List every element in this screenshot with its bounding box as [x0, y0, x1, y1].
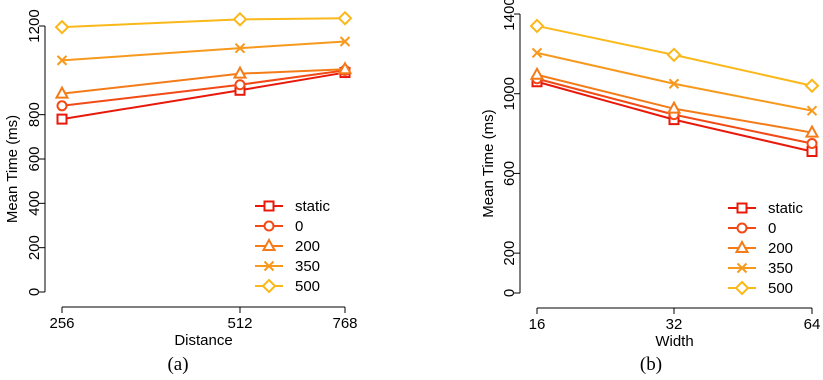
legend-label: static — [295, 198, 331, 215]
data-point — [54, 19, 70, 35]
series-line — [61, 71, 346, 121]
y-tick-label: 400 — [26, 191, 43, 216]
data-point — [56, 100, 68, 112]
legend-label: static — [768, 200, 804, 217]
legend-marker — [261, 237, 277, 251]
legend-marker — [734, 239, 750, 253]
data-point — [806, 138, 818, 150]
x-tick-label: 256 — [49, 315, 74, 332]
data-point — [234, 42, 246, 54]
legend-marker — [736, 262, 748, 274]
data-point — [337, 10, 353, 26]
legend-marker — [263, 220, 275, 232]
legend-marker — [736, 202, 748, 214]
y-tick-label: 200 — [26, 235, 43, 260]
data-point — [54, 85, 70, 99]
legend-label: 200 — [295, 238, 320, 255]
x-axis-label: Width — [655, 333, 693, 350]
panel-caption: (b) — [640, 354, 662, 375]
data-point — [804, 78, 820, 94]
x-axis-label: Distance — [174, 332, 232, 349]
legend-marker — [734, 280, 750, 296]
y-tick-label: 800 — [26, 102, 43, 127]
data-point — [804, 124, 820, 138]
legend-label: 350 — [295, 258, 320, 275]
legend-marker — [263, 260, 275, 272]
x-tick-label: 768 — [332, 315, 357, 332]
legend-label: 0 — [768, 220, 776, 237]
data-point — [234, 79, 246, 91]
data-point — [232, 65, 248, 79]
data-point — [56, 55, 68, 66]
y-axis-label: Mean Time (ms) — [4, 115, 21, 223]
y-tick-label: 600 — [26, 146, 43, 171]
data-point — [232, 11, 248, 27]
legend-label: 350 — [768, 260, 793, 277]
legend-label: 500 — [768, 280, 793, 297]
legend-marker — [736, 222, 748, 234]
legend-marker — [261, 278, 277, 294]
data-point — [666, 100, 682, 114]
data-point — [529, 66, 545, 80]
data-point — [806, 105, 818, 116]
x-tick-label: 64 — [804, 316, 821, 333]
y-tick-label: 0 — [26, 288, 43, 296]
series-line — [61, 40, 346, 62]
legend-marker — [263, 200, 275, 212]
y-tick-label: 200 — [501, 241, 518, 266]
legend-label: 0 — [295, 218, 303, 235]
data-point — [56, 113, 68, 125]
chart-panel-a: 0 200 400 600 800 1200 256 512 768 Distance Mean T… — [4, 9, 358, 375]
data-point — [529, 18, 545, 34]
y-tick-label: 1400 — [501, 0, 518, 31]
legend-label: 500 — [295, 278, 320, 295]
y-tick-label: 1000 — [501, 77, 518, 110]
x-tick-label: 512 — [227, 315, 252, 332]
data-point — [339, 36, 351, 47]
panel-caption: (a) — [167, 354, 188, 375]
x-tick-label: 32 — [666, 316, 683, 333]
x-tick-label: 16 — [529, 316, 546, 333]
data-point — [337, 61, 353, 75]
y-tick-label: 1200 — [26, 9, 43, 42]
y-tick-label: 0 — [501, 289, 518, 297]
data-point — [666, 47, 682, 63]
y-axis-label: Mean Time (ms) — [480, 109, 497, 217]
series-line — [61, 17, 346, 29]
chart-panel-b: 0 200 600 1000 1400 16 32 64 Width Mean Time (ms)… — [480, 0, 820, 375]
legend-label: 200 — [768, 240, 793, 257]
data-point — [668, 78, 680, 89]
y-tick-label: 600 — [501, 161, 518, 186]
data-point — [531, 47, 543, 59]
